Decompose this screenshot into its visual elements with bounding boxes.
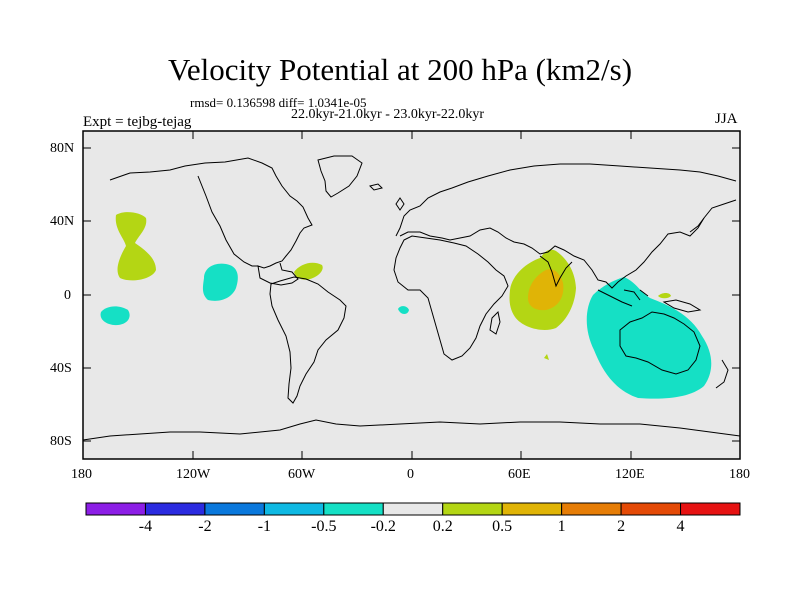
australia-coast bbox=[619, 311, 701, 375]
atlantic-negative-region bbox=[398, 306, 409, 314]
lat-tick-0: 0 bbox=[64, 288, 71, 303]
colorbar-label: 2 bbox=[617, 518, 626, 535]
south-pacific-negative-region bbox=[100, 306, 130, 326]
south-america-coast bbox=[269, 276, 347, 404]
map-title: Velocity Potential at 200 hPa (km2/s) bbox=[167, 52, 633, 87]
colorbar bbox=[85, 502, 741, 516]
lat-tick-80s: 80S bbox=[50, 434, 72, 449]
lat-tick-40n: 40N bbox=[50, 214, 75, 229]
lat-tick-40s: 40S bbox=[50, 361, 72, 376]
indonesia-coast bbox=[597, 289, 649, 307]
north-america-coast bbox=[109, 157, 313, 286]
iceland-coast bbox=[369, 183, 383, 191]
lon-tick-180e: 180 bbox=[729, 467, 750, 482]
colorbar-box bbox=[620, 502, 682, 516]
colorbar-label: -0.5 bbox=[311, 518, 337, 535]
small-positive-region bbox=[658, 293, 671, 299]
rmsd-diff-stats: rmsd= 0.136598 diff= 1.0341e-05 bbox=[190, 95, 367, 110]
colorbar-box bbox=[85, 502, 146, 516]
lon-tick-0: 0 bbox=[407, 467, 414, 482]
lon-tick-180w: 180 bbox=[71, 467, 92, 482]
britain-coast bbox=[395, 197, 405, 211]
lon-tick-60e: 60E bbox=[508, 467, 531, 482]
new-zealand-coast bbox=[715, 359, 729, 389]
antarctica-coast bbox=[82, 419, 741, 441]
new-guinea-coast bbox=[662, 299, 702, 313]
colorbar-label: -1 bbox=[257, 518, 272, 535]
africa-coast bbox=[393, 235, 509, 361]
colorbar-box bbox=[382, 502, 444, 516]
lon-tick-120e: 120E bbox=[615, 467, 645, 482]
colorbar-label: 0.5 bbox=[492, 518, 513, 535]
coastlines bbox=[82, 155, 741, 441]
season-label: JJA bbox=[715, 111, 738, 127]
colorbar-label: 1 bbox=[557, 518, 566, 535]
colorbar-label: 0.2 bbox=[432, 518, 453, 535]
period-label: 22.0kyr-21.0kyr - 23.0kyr-22.0kyr bbox=[291, 107, 485, 122]
colorbar-box bbox=[442, 502, 503, 516]
australia-negative-region bbox=[586, 277, 712, 399]
colorbar-box bbox=[323, 502, 384, 516]
north-pacific-positive-region bbox=[115, 212, 156, 281]
colorbar-box bbox=[204, 502, 265, 516]
japan-coast bbox=[689, 217, 705, 233]
colorbar-label: -4 bbox=[138, 518, 153, 535]
europe-asia-coast bbox=[395, 163, 737, 289]
caribbean-positive-region bbox=[294, 262, 323, 280]
colorbar-label: 4 bbox=[676, 518, 685, 535]
colorbar-label: -0.2 bbox=[370, 518, 396, 535]
lon-tick-60w: 60W bbox=[288, 467, 316, 482]
colorbar-box bbox=[144, 502, 206, 516]
tiny-positive-region bbox=[544, 354, 549, 360]
colorbar-box bbox=[263, 502, 325, 516]
anomaly-shading bbox=[100, 212, 712, 399]
axis-ticks bbox=[82, 131, 741, 459]
madagascar-coast bbox=[489, 310, 501, 335]
colorbar-label: -2 bbox=[198, 518, 212, 535]
greenland-coast bbox=[317, 155, 363, 198]
colorbar-box bbox=[561, 502, 622, 516]
colorbar-box bbox=[501, 502, 563, 516]
colorbar-box bbox=[680, 502, 741, 516]
lon-tick-120w: 120W bbox=[176, 467, 211, 482]
east-pacific-negative-region bbox=[202, 263, 238, 301]
india-coast bbox=[539, 255, 573, 288]
lat-tick-80n: 80N bbox=[50, 141, 75, 156]
experiment-label: Expt = tejbg-tejag bbox=[83, 114, 192, 130]
